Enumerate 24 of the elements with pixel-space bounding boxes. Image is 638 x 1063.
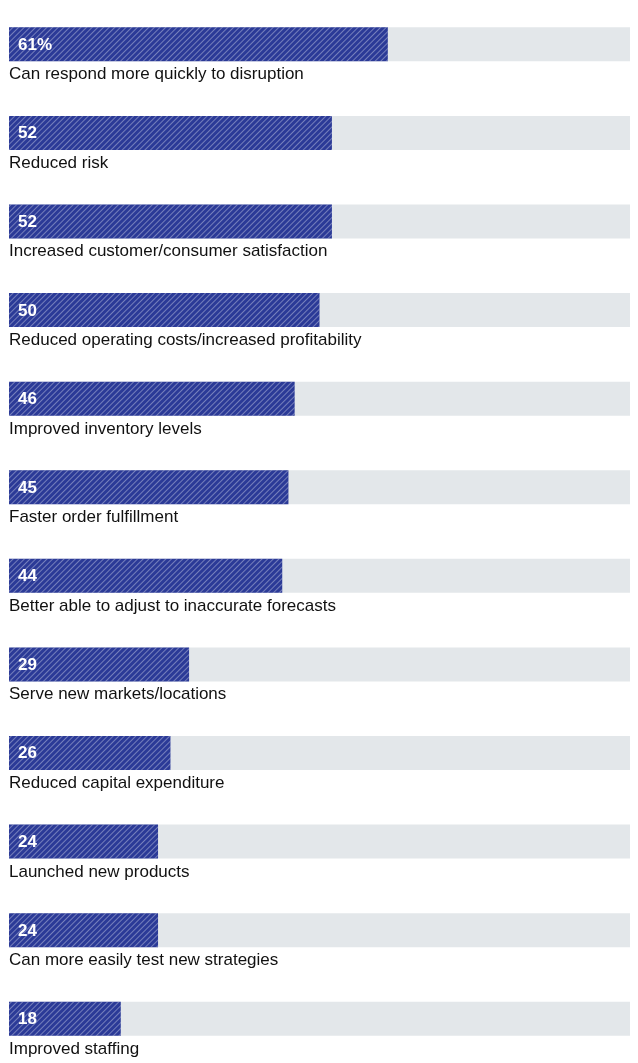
y-tick-label: Serve new markets/locations bbox=[9, 684, 227, 704]
data-label: 45 bbox=[18, 477, 37, 497]
y-tick-label: Reduced capital expenditure bbox=[9, 772, 225, 792]
data-label: 29 bbox=[18, 654, 37, 674]
y-tick-label: Launched new products bbox=[9, 861, 190, 881]
data-label: 50 bbox=[18, 300, 37, 320]
data-label: 61% bbox=[18, 34, 53, 54]
data-label: 52 bbox=[18, 123, 37, 143]
data-label: 24 bbox=[18, 832, 38, 852]
y-tick-label: Faster order fulfillment bbox=[9, 507, 179, 527]
y-tick-label: Reduced operating costs/increased profitability bbox=[9, 330, 362, 350]
data-label: 46 bbox=[18, 389, 37, 409]
y-tick-label: Better able to adjust to inaccurate forecasts bbox=[9, 595, 336, 615]
y-tick-label: Can more easily test new strategies bbox=[9, 950, 279, 970]
data-label: 52 bbox=[18, 211, 37, 231]
data-label: 44 bbox=[18, 566, 38, 586]
y-tick-label: Reduced risk bbox=[9, 152, 109, 172]
y-tick-label: Improved inventory levels bbox=[9, 418, 202, 438]
data-label: 26 bbox=[18, 743, 37, 763]
data-label: 18 bbox=[18, 1009, 37, 1029]
y-tick-label: Increased customer/consumer satisfaction bbox=[9, 241, 328, 261]
y-tick-label: Can respond more quickly to disruption bbox=[9, 64, 304, 84]
data-label: 24 bbox=[18, 920, 38, 940]
y-tick-label: Improved staffing bbox=[9, 1038, 140, 1058]
